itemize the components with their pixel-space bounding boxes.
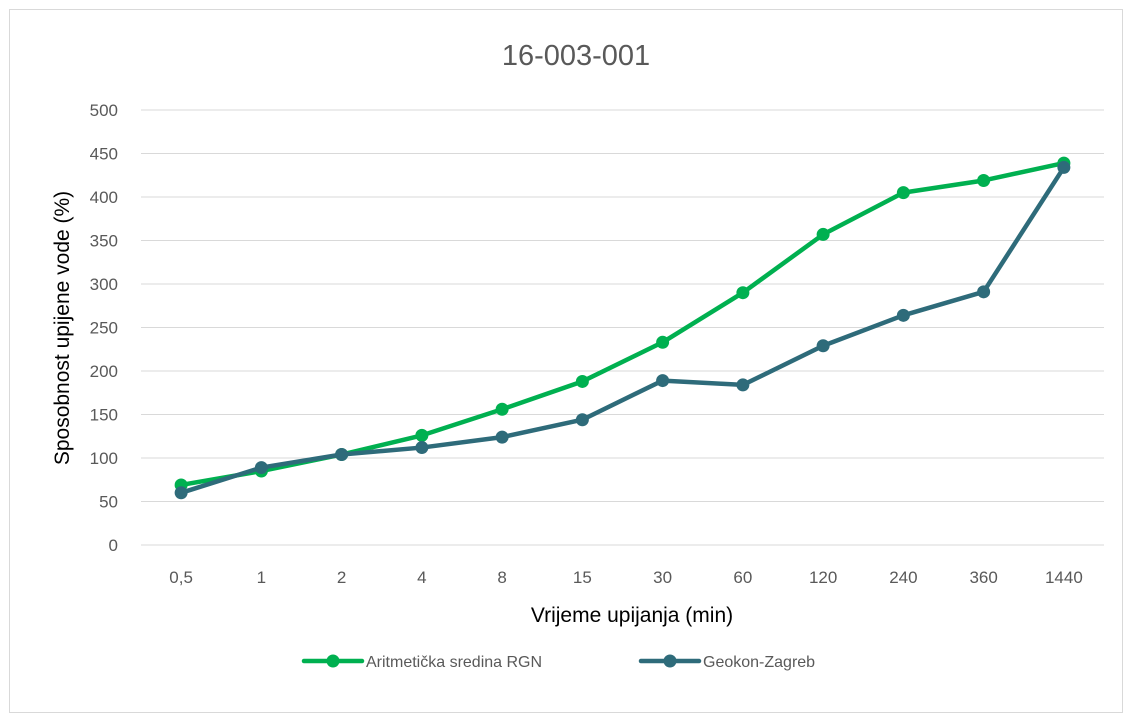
data-point (575, 374, 589, 388)
y-tick-label: 200 (90, 362, 118, 381)
x-tick-label: 0,5 (169, 568, 193, 587)
x-tick-label: 1440 (1045, 568, 1083, 587)
y-tick-label: 500 (90, 101, 118, 120)
data-point (816, 227, 830, 241)
x-tick-label: 1 (257, 568, 266, 587)
legend-label: Geokon-Zagreb (703, 654, 815, 671)
series-line (178, 160, 1067, 488)
chart-frame (9, 9, 1123, 713)
data-point (495, 430, 509, 444)
series-layer (174, 156, 1071, 500)
data-point (174, 486, 188, 500)
data-point (816, 339, 830, 353)
x-tick-label: 60 (733, 568, 752, 587)
data-point (575, 413, 589, 427)
data-point (656, 374, 670, 388)
data-point (896, 308, 910, 322)
legend-item-2: Geokon-Zagreb (638, 654, 815, 671)
data-point (415, 441, 429, 455)
y-axis-title: Sposobnost upijene vode (%) (51, 191, 74, 465)
data-point (896, 186, 910, 200)
series-1 (174, 156, 1071, 492)
gridlines (141, 109, 1104, 546)
y-tick-label: 0 (109, 536, 118, 555)
x-tick-label: 8 (497, 568, 506, 587)
legend-label: Aritmetička sredina RGN (366, 654, 542, 671)
y-tick-label: 150 (90, 406, 118, 425)
y-tick-label: 300 (90, 275, 118, 294)
data-point (736, 286, 750, 300)
legend-item-1: Aritmetička sredina RGN (301, 654, 542, 671)
x-tick-label: 2 (337, 568, 346, 587)
series-line (178, 165, 1067, 496)
data-point (415, 428, 429, 442)
data-point (977, 173, 991, 187)
x-tick-label: 15 (573, 568, 592, 587)
legend-swatch-marker (663, 654, 677, 668)
data-point (495, 402, 509, 416)
data-point (736, 378, 750, 392)
x-tick-label: 120 (809, 568, 837, 587)
data-point (1057, 160, 1071, 174)
data-point (656, 335, 670, 349)
legend-swatch-marker (326, 654, 340, 668)
x-tick-label: 240 (889, 568, 917, 587)
x-tick-label: 30 (653, 568, 672, 587)
x-axis-title: Vrijeme upijanja (min) (531, 604, 733, 627)
y-tick-label: 400 (90, 188, 118, 207)
data-point (977, 285, 991, 299)
legend: Aritmetička sredina RGN Geokon-Zagreb (301, 654, 815, 671)
series-2 (174, 160, 1071, 500)
y-tick-label: 250 (90, 319, 118, 338)
x-tick-label: 360 (969, 568, 997, 587)
data-point (335, 448, 349, 462)
data-point (254, 461, 268, 475)
y-tick-label: 100 (90, 449, 118, 468)
x-tick-label: 4 (417, 568, 426, 587)
y-axis-ticks: 0 50 100 150 200 250 300 350 400 450 500 (90, 101, 118, 555)
chart-title: 16-003-001 (502, 40, 650, 72)
x-axis-ticks: 0,5 1 2 4 8 15 30 60 120 240 360 1440 (169, 568, 1082, 587)
y-tick-label: 350 (90, 232, 118, 251)
y-tick-label: 50 (99, 493, 118, 512)
y-tick-label: 450 (90, 145, 118, 164)
